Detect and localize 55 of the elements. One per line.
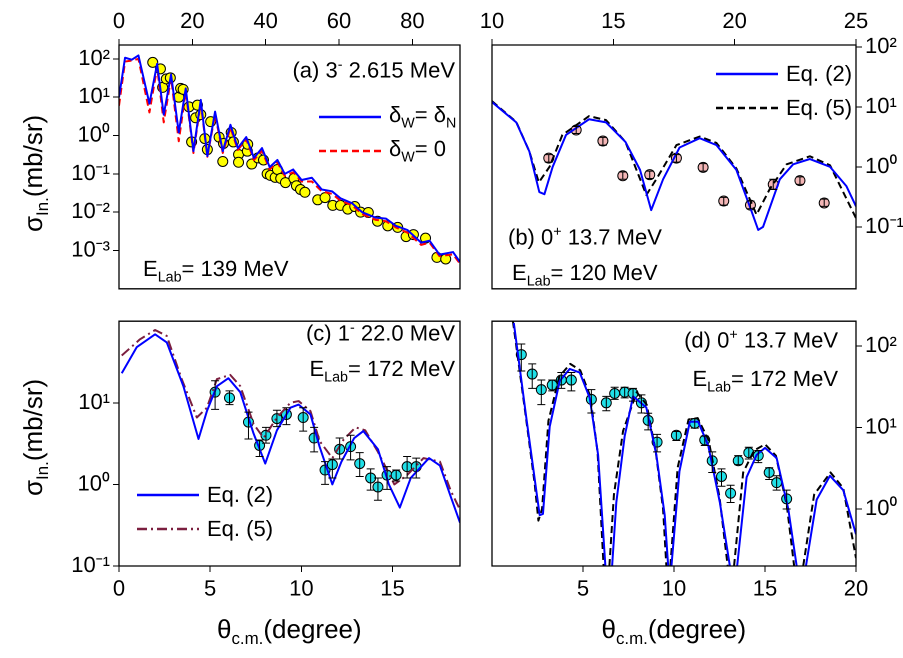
y-tick-label: 10⁻¹ [71,552,110,578]
x-tick-label: 0 [112,575,126,600]
x-tick-label: 5 [204,575,216,600]
y-tick-label: 10⁻¹ [865,212,903,238]
y-tick-label: 10¹ [78,388,110,414]
x-tick-label: 15 [380,575,405,600]
legend-label: Eq. (5) [786,95,852,121]
y-tick-label: 10⁻¹ [71,160,110,185]
annotation: (d) 0$^{+}$ 13.7 MeV [684,327,838,352]
annotation: E$_{Lab}$= 172 MeV [692,366,838,396]
y-tick-label: 10⁰ [78,122,110,147]
annotation: (b) 0$^{+}$ 13.7 MeV [508,224,662,250]
y-tick-label: 10⁰ [865,152,898,178]
x-tick-label: 25 [844,8,868,33]
legend-label: δ$_{W}$= δ$_{N}$ [389,102,456,132]
point [217,156,228,167]
y-tick-label: 10⁻² [71,198,110,224]
y-tick-label: 10¹ [865,92,897,118]
point [233,156,244,168]
point [299,186,310,198]
y-tick-label: 10¹ [865,413,897,438]
x-tick-label: 40 [253,8,278,33]
x-tick-label: 80 [400,8,425,33]
y-tick-label: 10² [865,332,897,357]
y-tick-label: 10² [865,32,897,58]
y-tick-label: 10¹ [78,83,110,108]
annotation: (a) 3$^{-}$ 2.615 MeV [292,57,455,82]
x-tick-label: 10 [480,8,504,33]
x-tick-label: 10 [662,575,686,600]
annotation: E$_{Lab}$= 172 MeV [309,356,455,386]
x-tick-label: 15 [601,8,626,33]
y-tick-label: 10² [78,44,110,70]
point [280,177,291,188]
legend-label: Eq. (2) [207,482,274,508]
x-tick-label: 20 [180,8,205,33]
x-axis-title: θ$_{c.m.}$(degree) [217,614,362,648]
legend-label: δ$_{W}$= 0 [389,136,446,166]
point [147,56,158,68]
x-tick-label: 10 [289,575,314,600]
x-tick-label: 15 [752,575,778,600]
annotation: (c) 1$^{-}$ 22.0 MeV [306,320,455,346]
y-tick-label: 10⁻³ [71,236,110,262]
legend-label: Eq. (2) [786,61,852,87]
y-tick-label: 10⁰ [865,495,898,520]
x-tick-label: 60 [326,8,352,33]
x-tick-label: 20 [844,575,868,600]
x-axis-title: θ$_{c.m.}$(degree) [602,614,746,648]
annotation: E$_{Lab}$= 139 MeV [143,256,289,286]
x-tick-label: 5 [576,575,590,600]
x-tick-label: 20 [722,8,747,33]
point [320,192,331,204]
y-tick-label: 10⁰ [78,470,110,496]
annotation: E$_{Lab}$= 120 MeV [512,260,658,290]
x-tick-label: 0 [112,8,126,33]
legend-label: Eq. (5) [207,516,274,542]
